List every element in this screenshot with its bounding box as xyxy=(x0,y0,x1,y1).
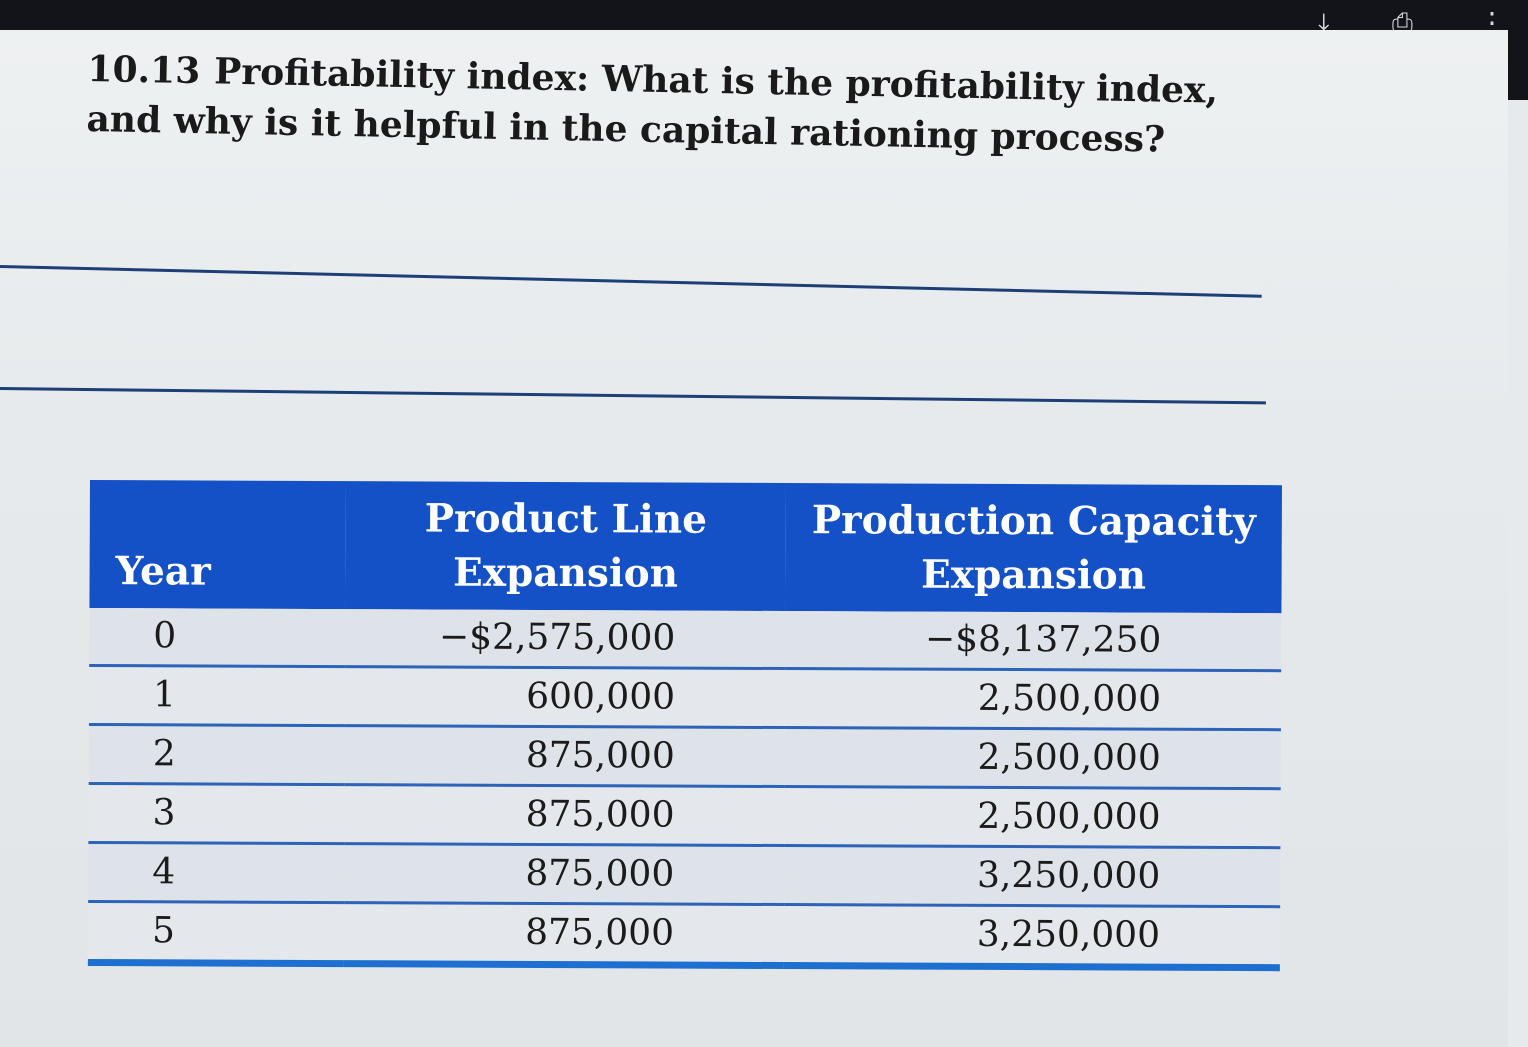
answer-line xyxy=(0,387,1266,405)
production-capacity-cell: −$8,137,250 xyxy=(785,611,1282,671)
answer-line xyxy=(0,265,1262,298)
table-row: 3 875,000 2,500,000 xyxy=(88,783,1281,848)
product-line-cell: 875,000 xyxy=(344,725,785,787)
cash-flow-table: Year Product Line Expansion Production C… xyxy=(87,480,1282,971)
production-capacity-cell: 3,250,000 xyxy=(783,904,1281,968)
product-line-cell: 875,000 xyxy=(344,784,785,846)
product-line-cell: 600,000 xyxy=(344,666,786,728)
question-number: 10.13 xyxy=(87,47,201,93)
product-line-cell: 875,000 xyxy=(344,843,785,905)
production-capacity-cell: 2,500,000 xyxy=(784,727,1281,789)
production-capacity-cell: 2,500,000 xyxy=(784,668,1282,730)
download-icon[interactable]: ⤓ xyxy=(1318,8,1330,38)
question-text: 10.13 Profitability index: What is the pr… xyxy=(86,44,1268,167)
header-production-capacity-expansion: Production Capacity Expansion xyxy=(785,483,1282,614)
product-line-cell: 875,000 xyxy=(343,902,785,966)
year-cell: 0 xyxy=(89,607,346,667)
year-cell: 1 xyxy=(88,665,346,726)
table-row: 5 875,000 3,250,000 xyxy=(87,901,1281,968)
question-topic: Profitability index: xyxy=(213,50,590,100)
year-cell: 3 xyxy=(88,783,345,844)
year-cell: 5 xyxy=(87,901,345,964)
cash-flow-table-grid: Year Product Line Expansion Production C… xyxy=(87,480,1282,971)
product-line-cell: −$2,575,000 xyxy=(345,609,786,669)
table-row: 2 875,000 2,500,000 xyxy=(88,724,1281,789)
table-header-row: Year Product Line Expansion Production C… xyxy=(89,480,1282,614)
production-capacity-cell: 3,250,000 xyxy=(784,845,1281,907)
table-row: 0 −$2,575,000 −$8,137,250 xyxy=(89,607,1282,671)
production-capacity-cell: 2,500,000 xyxy=(784,786,1281,848)
document-page: 10.13 Profitability index: What is the pr… xyxy=(0,30,1508,1047)
header-year: Year xyxy=(89,480,346,610)
table-row: 1 600,000 2,500,000 xyxy=(88,665,1282,730)
table-row: 4 875,000 3,250,000 xyxy=(88,842,1281,907)
year-cell: 4 xyxy=(88,842,345,903)
year-cell: 2 xyxy=(88,724,345,785)
header-product-line-expansion: Product Line Expansion xyxy=(345,481,786,612)
